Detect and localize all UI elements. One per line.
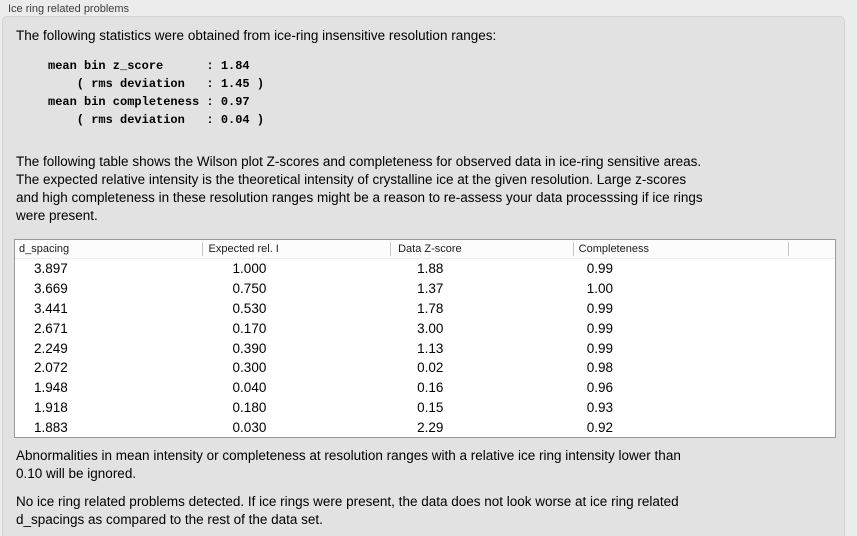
cell-d-spacing: 1.948 bbox=[34, 380, 68, 396]
footnote-text: Abnormalities in mean intensity or compl… bbox=[16, 448, 681, 481]
cell-expected-rel-i: 0.530 bbox=[232, 300, 267, 316]
table-row[interactable]: 2.671 0.170 3.00 0.99 bbox=[15, 318, 835, 338]
cell-expected-rel-i: 1.000 bbox=[232, 261, 267, 277]
cell-data-z-score: 0.16 bbox=[417, 380, 444, 396]
cell-data-z-score: 0.02 bbox=[417, 360, 444, 376]
table-row[interactable]: 3.669 0.750 1.37 1.00 bbox=[15, 279, 835, 299]
table-row[interactable]: 2.072 0.300 0.02 0.98 bbox=[15, 358, 835, 378]
ice-ring-table: d_spacing Expected rel. I Data Z-score C… bbox=[14, 239, 836, 438]
description-text: The following table shows the Wilson plo… bbox=[16, 154, 703, 223]
cell-d-spacing: 1.883 bbox=[34, 419, 68, 435]
intro-text: The following statistics were obtained f… bbox=[16, 28, 497, 43]
cell-completeness: 0.93 bbox=[586, 399, 613, 415]
column-header-data-z-score[interactable]: Data Z-score bbox=[390, 242, 573, 256]
table-row[interactable]: 1.918 0.180 0.15 0.93 bbox=[15, 397, 835, 417]
conclusion-text: No ice ring related problems detected. I… bbox=[16, 494, 679, 527]
cell-data-z-score: 2.29 bbox=[417, 419, 444, 435]
table-row[interactable]: 1.883 0.030 2.29 0.92 bbox=[15, 417, 835, 437]
cell-expected-rel-i: 0.180 bbox=[232, 399, 267, 415]
column-header-completeness[interactable]: Completeness bbox=[572, 242, 788, 256]
cell-expected-rel-i: 0.300 bbox=[232, 360, 267, 376]
cell-completeness: 0.99 bbox=[586, 261, 613, 277]
table-row[interactable]: 3.897 1.000 1.88 0.99 bbox=[15, 259, 835, 279]
cell-completeness: 0.98 bbox=[586, 360, 613, 376]
cell-expected-rel-i: 0.040 bbox=[232, 380, 267, 396]
cell-completeness: 1.00 bbox=[586, 281, 613, 297]
table-row[interactable]: 2.249 0.390 1.13 0.99 bbox=[15, 338, 835, 358]
cell-data-z-score: 1.88 bbox=[417, 261, 444, 277]
cell-data-z-score: 1.78 bbox=[417, 300, 444, 316]
column-header-d-spacing[interactable]: d_spacing bbox=[19, 243, 70, 255]
cell-completeness: 0.99 bbox=[586, 320, 613, 336]
cell-expected-rel-i: 0.750 bbox=[232, 281, 267, 297]
cell-expected-rel-i: 0.030 bbox=[232, 419, 267, 435]
column-header-expected-rel-i[interactable]: Expected rel. I bbox=[201, 242, 391, 256]
stats-block: mean bin z_score : 1.84 ( rms deviation … bbox=[48, 59, 265, 127]
table-row[interactable]: 3.441 0.530 1.78 0.99 bbox=[15, 299, 835, 319]
cell-completeness: 0.99 bbox=[586, 300, 613, 316]
cell-expected-rel-i: 0.390 bbox=[232, 340, 267, 356]
cell-d-spacing: 2.072 bbox=[34, 360, 68, 376]
table-row[interactable]: 1.948 0.040 0.16 0.96 bbox=[15, 378, 835, 398]
column-header-empty bbox=[788, 242, 835, 256]
cell-data-z-score: 0.15 bbox=[417, 399, 444, 415]
cell-completeness: 0.96 bbox=[586, 380, 613, 396]
cell-d-spacing: 2.671 bbox=[34, 320, 68, 336]
cell-d-spacing: 3.441 bbox=[34, 300, 68, 316]
cell-completeness: 0.99 bbox=[586, 340, 613, 356]
cell-data-z-score: 3.00 bbox=[417, 320, 444, 336]
table-body: 3.897 1.000 1.88 0.99 3.669 0.750 1.37 1… bbox=[15, 259, 835, 437]
table-header-row: d_spacing Expected rel. I Data Z-score C… bbox=[15, 240, 835, 259]
cell-completeness: 0.92 bbox=[586, 419, 613, 435]
groupbox-title: Ice ring related problems bbox=[8, 3, 130, 15]
cell-d-spacing: 2.249 bbox=[34, 340, 68, 356]
cell-d-spacing: 3.897 bbox=[34, 261, 68, 277]
cell-data-z-score: 1.37 bbox=[417, 281, 444, 297]
cell-d-spacing: 3.669 bbox=[34, 281, 68, 297]
cell-expected-rel-i: 0.170 bbox=[232, 320, 267, 336]
cell-d-spacing: 1.918 bbox=[34, 399, 68, 415]
cell-data-z-score: 1.13 bbox=[417, 340, 444, 356]
